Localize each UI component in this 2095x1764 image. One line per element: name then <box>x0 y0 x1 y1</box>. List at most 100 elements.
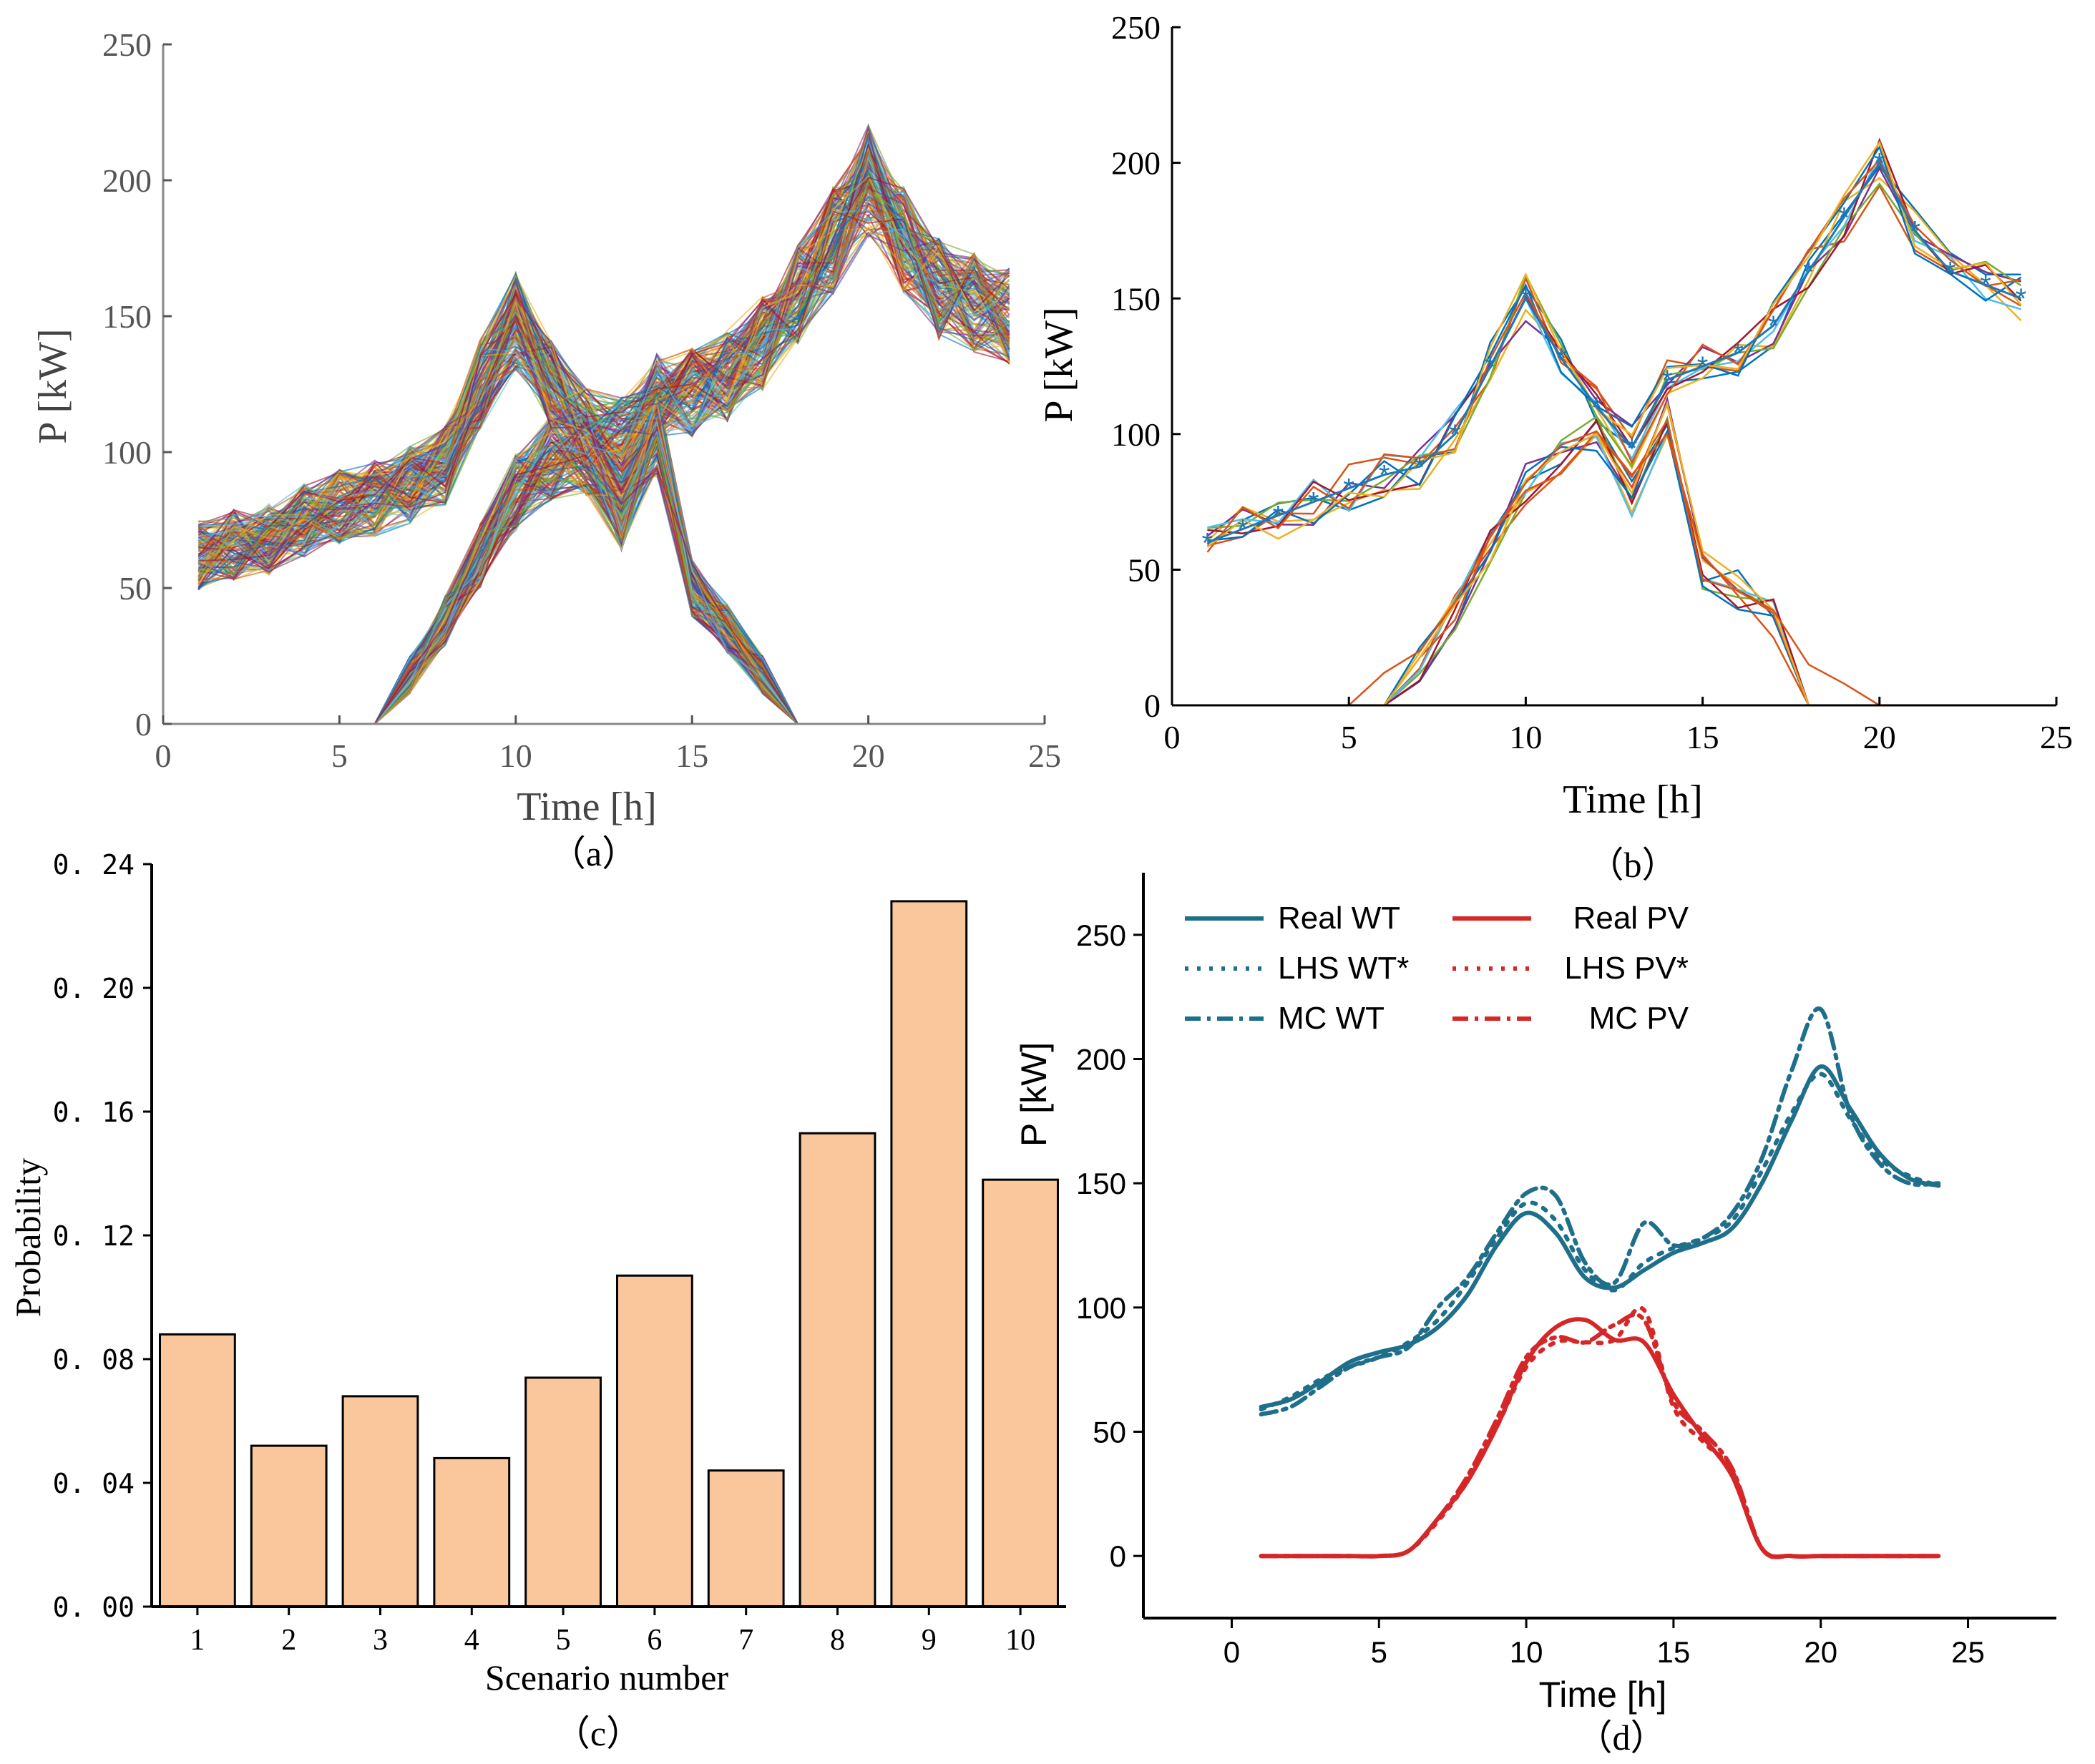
probability-bar <box>159 1333 236 1608</box>
x-tick-label: 2 <box>281 1624 296 1657</box>
wt-scenario-line <box>197 175 1010 584</box>
wt-mean-marker: * <box>1732 338 1744 369</box>
wt-mean-marker: * <box>1803 256 1815 288</box>
pv-typical-scenario <box>1207 396 2021 707</box>
probability-bar <box>799 1132 876 1608</box>
wt-mean-marker: * <box>1556 343 1567 375</box>
series-line-lhs-wt <box>1259 1072 1941 1412</box>
panel-b-xlabel: Time [h] <box>1563 778 1703 822</box>
y-tick-label: 250 <box>1111 9 1161 46</box>
x-tick-label: 6 <box>647 1624 662 1657</box>
wt-scenario-line <box>198 177 1010 562</box>
y-tick-label: 0. 12 <box>53 1220 135 1252</box>
panel-d-ylabel: P [kW] <box>1014 1042 1054 1147</box>
x-tick-label: 15 <box>1657 1635 1691 1669</box>
panel-b: * * * * * * ******** * ******* * * 0 5 10 15 20 2505010… <box>1037 9 2073 885</box>
x-tick-label: 25 <box>1028 738 1061 774</box>
x-tick-label: 0 <box>155 738 172 774</box>
x-tick-label: 20 <box>1804 1635 1837 1669</box>
wt-mean-marker: * <box>1308 487 1319 519</box>
y-tick-label: 0. 08 <box>53 1344 135 1376</box>
legend-label: MC PV <box>1589 1001 1689 1036</box>
legend-label: LHS PV* <box>1564 951 1689 986</box>
wt-mean-marker: * <box>1697 351 1709 383</box>
pv-bound-line <box>1348 430 1880 707</box>
probability-bar <box>616 1274 693 1608</box>
wt-scenario-line <box>198 227 1010 537</box>
y-tick-label: 100 <box>102 434 152 471</box>
panel-c-caption: （c） <box>555 1713 642 1753</box>
y-tick-label: 0. 24 <box>53 849 135 881</box>
panel-d-caption: （d） <box>1577 1718 1666 1758</box>
probability-bar <box>524 1376 602 1608</box>
wt-typical-scenario <box>1206 166 2021 537</box>
panel-d-legend: Real WT Real PV LHS WT* LHS PV* MC WT MC PV <box>1185 901 1689 1036</box>
wt-mean-marker: * <box>1379 460 1390 491</box>
panel-c: 1 2 3 4 5 6 7 8 9 10 0. 000. 040. 080. 120. 160. … <box>8 849 1066 1753</box>
probability-bar <box>250 1444 328 1608</box>
panel-a-ylabel: P [kW] <box>31 328 75 444</box>
x-tick-label: 25 <box>2040 719 2073 755</box>
x-tick-label: 7 <box>738 1624 753 1657</box>
wt-mean-marker: * <box>1768 310 1779 342</box>
y-tick-label: 100 <box>1111 416 1161 453</box>
panel-c-xlabel: Scenario number <box>485 1657 729 1697</box>
panel-b-caption: （b） <box>1588 845 1678 885</box>
wt-mean-marker: * <box>1980 270 1991 301</box>
y-tick-label: 0 <box>1144 687 1161 724</box>
series-line-lhs-pv <box>1259 1305 1941 1559</box>
wt-typical-scenario <box>1207 184 2022 547</box>
x-tick-label: 10 <box>499 738 532 774</box>
x-tick-label: 9 <box>922 1624 937 1657</box>
wt-mean-marker: * <box>1839 202 1850 233</box>
panel-a-plot <box>197 123 1010 725</box>
y-tick-label: 0 <box>1110 1539 1126 1573</box>
panel-d-plot <box>1259 1006 1941 1559</box>
wt-typical-scenario <box>1206 140 2022 548</box>
x-tick-label: 20 <box>852 738 885 774</box>
wt-mean-marker: * <box>1202 527 1213 559</box>
panel-a-caption: （a） <box>550 833 638 873</box>
wt-mean-marker: * <box>1485 351 1496 383</box>
wt-typical-scenario <box>1206 177 2022 542</box>
wt-scenario-line <box>197 234 1010 579</box>
wt-scenario-line <box>197 187 1010 569</box>
probability-bar <box>890 900 968 1608</box>
x-tick-label: 10 <box>1005 1624 1035 1657</box>
y-tick-label: 100 <box>1076 1291 1126 1325</box>
y-tick-label: 50 <box>1128 552 1161 589</box>
x-tick-label: 15 <box>1686 719 1719 755</box>
wt-scenario-line <box>197 189 1010 579</box>
probability-bar <box>341 1395 419 1608</box>
pv-scenario-line <box>198 418 1010 725</box>
y-tick-label: 200 <box>1111 145 1161 182</box>
wt-scenario-line <box>197 210 1010 557</box>
wt-mean-marker: * <box>1520 283 1532 315</box>
panel-c-plot: 1 2 3 4 5 6 7 8 9 10 <box>159 900 1059 1657</box>
y-tick-label: 50 <box>1093 1416 1126 1449</box>
legend-label: Real PV <box>1573 901 1689 936</box>
y-tick-label: 250 <box>102 26 152 63</box>
x-tick-label: 10 <box>1509 719 1542 755</box>
wt-mean-marker: * <box>1343 474 1354 505</box>
y-tick-label: 0. 00 <box>53 1592 135 1623</box>
x-tick-label: 3 <box>373 1624 388 1657</box>
legend-label: LHS WT* <box>1278 951 1409 986</box>
pv-scenario-line <box>198 438 1010 725</box>
y-tick-label: 0. 16 <box>53 1097 135 1128</box>
wt-mean-marker: * <box>1874 148 1885 180</box>
x-tick-label: 5 <box>556 1624 571 1657</box>
x-tick-label: 0 <box>1224 1635 1240 1669</box>
x-tick-label: 10 <box>1510 1635 1543 1669</box>
panel-d-xlabel: Time [h] <box>1539 1675 1667 1715</box>
x-tick-label: 20 <box>1863 719 1896 755</box>
x-tick-label: 5 <box>1371 1635 1387 1669</box>
y-tick-label: 150 <box>1076 1167 1126 1200</box>
y-tick-label: 0 <box>135 706 152 743</box>
pv-typical-scenario <box>1207 401 2021 707</box>
wt-mean-marker: * <box>1414 451 1425 483</box>
